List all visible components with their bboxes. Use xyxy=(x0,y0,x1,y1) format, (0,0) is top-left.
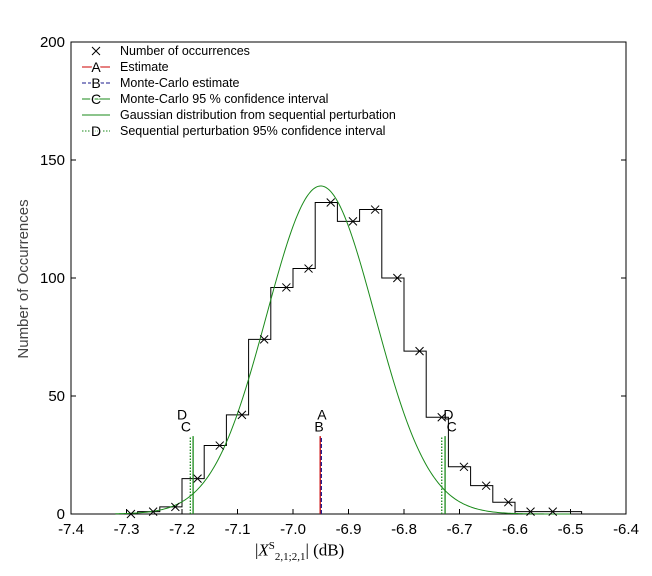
x-tick-label: -7.1 xyxy=(225,521,251,538)
legend-marker xyxy=(91,46,101,56)
occurrence-marker xyxy=(503,497,513,507)
legend-label: Gaussian distribution from sequential pe… xyxy=(120,108,396,122)
legend-marker-B: B xyxy=(91,75,100,91)
occurrence-marker xyxy=(281,283,291,292)
x-axis-label-subscript: 2,1;2,1 xyxy=(274,551,306,564)
x-tick-label: -6.7 xyxy=(447,521,473,538)
x-axis-label-suffix: | (dB) xyxy=(305,540,345,560)
legend-label: Monte-Carlo 95 % confidence interval xyxy=(120,92,328,106)
x-tick-label: -7.3 xyxy=(114,521,140,538)
y-tick-label: 50 xyxy=(48,388,65,405)
legend-label: Monte-Carlo estimate xyxy=(120,76,240,90)
x-axis-label-symbol: X xyxy=(258,540,269,560)
vline-label-C: C xyxy=(181,418,191,434)
vline-label-C: C xyxy=(447,418,457,434)
y-tick-label: 150 xyxy=(40,152,65,169)
legend-item: A Estimate xyxy=(82,58,169,77)
occurrence-marker xyxy=(215,441,225,450)
occurrence-marker xyxy=(237,410,247,420)
occurrence-marker xyxy=(348,217,358,226)
legend-label: Number of occurrences xyxy=(120,44,250,58)
occurrence-marker xyxy=(259,335,269,344)
vline-label-B: B xyxy=(314,418,323,434)
occurrence-marker xyxy=(481,481,491,491)
occurrence-marker xyxy=(193,474,202,483)
legend-marker-D: D xyxy=(91,123,101,139)
occurrence-marker xyxy=(459,462,469,472)
y-axis-label: Number of Occurrences xyxy=(15,199,32,358)
legend-item: B Monte-Carlo estimate xyxy=(82,74,240,93)
x-axis-label: |XS2,1;2,1| (dB) xyxy=(255,540,415,568)
occurrence-marker xyxy=(437,412,447,422)
occurrence-marker xyxy=(126,509,136,519)
occurrence-marker xyxy=(392,273,402,283)
x-tick-label: -7.4 xyxy=(58,521,84,538)
legend-label: Estimate xyxy=(120,60,169,74)
gaussian-curve xyxy=(115,185,571,515)
x-axis-label-superscript: S xyxy=(268,540,275,552)
occurrence-marker xyxy=(170,502,180,512)
vline-label-D: D xyxy=(443,407,453,423)
legend-label: Sequential perturbation 95% confidence i… xyxy=(120,124,385,138)
x-tick-label: -6.9 xyxy=(336,521,362,538)
legend-marker-C: C xyxy=(91,91,101,107)
vline-label-D: D xyxy=(177,407,187,423)
x-tick-label: -7.2 xyxy=(169,521,195,538)
legend-item: Gaussian distribution from sequential pe… xyxy=(82,108,396,122)
legend-item: Number of occurrences xyxy=(91,44,250,58)
vline-label-A: A xyxy=(317,407,327,423)
occurrence-marker xyxy=(526,507,535,516)
occurrence-marker xyxy=(326,198,336,207)
occurrence-marker xyxy=(548,507,558,516)
x-tick-label: -7.0 xyxy=(280,521,306,538)
x-axis-label-prefix: | xyxy=(255,540,259,560)
histogram-steps xyxy=(115,201,583,515)
x-tick-label: -6.4 xyxy=(613,521,639,538)
legend-item: C Monte-Carlo 95 % confidence interval xyxy=(82,90,328,109)
x-tick-label: -6.6 xyxy=(502,521,528,538)
x-tick-label: -6.8 xyxy=(391,521,417,538)
occurrence-marker xyxy=(370,205,380,214)
legend-marker-A: A xyxy=(91,59,101,75)
occurrence-marker xyxy=(148,507,158,516)
y-tick-label: 100 xyxy=(40,270,65,287)
y-tick-label: 200 xyxy=(40,34,65,51)
occurrence-marker xyxy=(415,346,424,356)
y-tick-label: 0 xyxy=(57,506,65,523)
legend-item: D Sequential perturbation 95% confidence … xyxy=(82,122,385,141)
x-tick-label: -6.5 xyxy=(558,521,584,538)
occurrence-marker xyxy=(304,264,313,273)
